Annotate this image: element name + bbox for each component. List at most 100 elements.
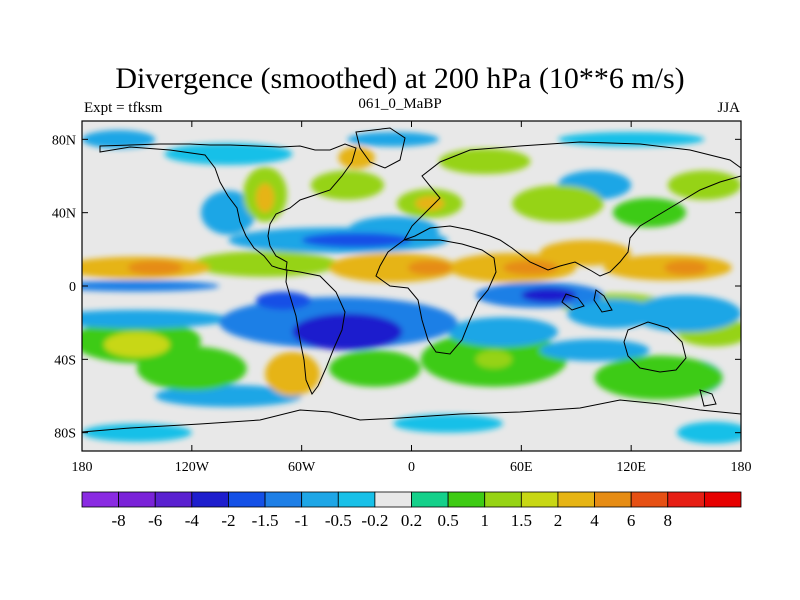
divergence-blob-27 bbox=[512, 185, 604, 222]
colorbar-swatch-7 bbox=[337, 491, 376, 508]
colorbar-swatch-11 bbox=[484, 491, 522, 508]
colorbar-label-5: -1 bbox=[295, 511, 309, 530]
africa-coastline bbox=[375, 239, 497, 355]
divergence-blob-28 bbox=[612, 198, 687, 228]
colorbar-label-1: -6 bbox=[148, 511, 162, 530]
divergence-blob-49 bbox=[155, 385, 302, 407]
experiment-label: Expt = tfksm bbox=[84, 100, 163, 116]
australia-coastline bbox=[623, 321, 687, 373]
colorbar-label-7: -0.2 bbox=[361, 511, 388, 530]
divergence-blob-33 bbox=[557, 132, 705, 147]
divergence-blob-7 bbox=[539, 240, 632, 266]
colorbar: -8 -6 -4 -2 -1.5 -1 -0.5 -0.2 0.2 0.5 1 1.5 2 4 6 8 bbox=[81, 491, 742, 530]
x-tick-label-1: 120W bbox=[175, 460, 210, 475]
colorbar-label-11: 1.5 bbox=[511, 511, 532, 530]
colorbar-label-14: 6 bbox=[627, 511, 636, 530]
divergence-blob-1 bbox=[127, 260, 183, 275]
colorbar-swatch-17 bbox=[703, 491, 742, 508]
divergence-blob-9 bbox=[664, 260, 709, 275]
divergence-blob-6 bbox=[503, 260, 558, 275]
colorbar-label-4: -1.5 bbox=[252, 511, 279, 530]
divergence-blob-50 bbox=[539, 339, 650, 362]
colorbar-label-0: -8 bbox=[112, 511, 126, 530]
island-3 bbox=[699, 389, 717, 407]
colorbar-label-6: -0.5 bbox=[325, 511, 352, 530]
divergence-blob-31 bbox=[164, 143, 293, 165]
colorbar-label-13: 4 bbox=[590, 511, 599, 530]
chart-title: Divergence (smoothed) at 200 hPa (10**6 … bbox=[115, 62, 685, 95]
divergence-blob-54 bbox=[393, 414, 504, 433]
x-tick-label-3: 0 bbox=[408, 460, 415, 475]
divergence-blob-34 bbox=[200, 190, 256, 235]
divergence-blob-23 bbox=[338, 146, 375, 169]
colorbar-label-12: 2 bbox=[554, 511, 563, 530]
divergence-blob-3 bbox=[329, 252, 458, 283]
divergence-blob-2 bbox=[191, 251, 339, 277]
y-axis: 80N 40N 0 40S 80S bbox=[52, 133, 741, 442]
divergence-blob-47 bbox=[631, 295, 741, 332]
divergence-blob-52 bbox=[82, 423, 192, 442]
colorbar-swatch-3 bbox=[191, 491, 229, 508]
colorbar-swatch-14 bbox=[594, 491, 632, 508]
divergence-blob-48 bbox=[448, 317, 558, 347]
colorbar-swatch-2 bbox=[154, 491, 193, 508]
divergence-blob-22 bbox=[310, 170, 385, 200]
colorbar-swatch-16 bbox=[667, 491, 705, 508]
colorbar-swatch-6 bbox=[301, 491, 339, 508]
divergence-blob-21 bbox=[255, 183, 275, 213]
colorbar-label-10: 1 bbox=[480, 511, 489, 530]
colorbar-label-9: 0.5 bbox=[437, 511, 458, 530]
divergence-blob-16 bbox=[475, 350, 513, 369]
greenland-coastline bbox=[355, 127, 406, 169]
season-label: JJA bbox=[717, 100, 740, 116]
divergence-blob-13 bbox=[265, 352, 320, 396]
antarctica-coastline bbox=[82, 399, 741, 433]
south-america-coastline bbox=[285, 269, 346, 395]
colorbar-swatch-13 bbox=[557, 491, 595, 508]
colorbar-swatch-0 bbox=[81, 491, 120, 508]
y-tick-label-4: 80S bbox=[54, 427, 76, 442]
y-tick-label-3: 40S bbox=[54, 353, 76, 368]
divergence-blob-45 bbox=[521, 287, 577, 303]
divergence-blob-32 bbox=[347, 132, 439, 147]
x-axis: 180 120W 60W 0 60E 120E 180 bbox=[72, 121, 752, 475]
colorbar-label-2: -4 bbox=[185, 511, 200, 530]
x-tick-label-6: 180 bbox=[731, 460, 752, 475]
divergence-blob-25 bbox=[415, 196, 445, 211]
divergence-blob-40 bbox=[82, 309, 229, 329]
x-tick-label-4: 60E bbox=[510, 460, 533, 475]
x-tick-label-0: 180 bbox=[72, 460, 93, 475]
colorbar-swatch-9 bbox=[411, 491, 449, 508]
divergence-blob-30 bbox=[82, 130, 156, 149]
colorbar-swatch-1 bbox=[118, 491, 156, 508]
divergence-blob-53 bbox=[676, 421, 741, 444]
divergence-blob-43 bbox=[255, 291, 311, 310]
colorbar-swatch-10 bbox=[447, 491, 486, 508]
divergence-blob-42 bbox=[292, 313, 403, 351]
colorbar-swatch-4 bbox=[228, 491, 266, 508]
divergence-blob-26 bbox=[438, 148, 531, 175]
colorbar-label-3: -2 bbox=[221, 511, 235, 530]
y-tick-label-0: 80N bbox=[52, 133, 76, 148]
colorbar-label-8: 0.2 bbox=[401, 511, 422, 530]
divergence-blob-17 bbox=[594, 355, 723, 400]
chart-subtitle: 061_0_MaBP bbox=[358, 96, 442, 112]
coastlines bbox=[82, 127, 741, 433]
x-tick-label-2: 60W bbox=[288, 460, 316, 475]
y-tick-label-2: 0 bbox=[69, 280, 76, 295]
divergence-blob-29 bbox=[667, 170, 741, 200]
island-1 bbox=[561, 293, 585, 311]
colorbar-swatch-5 bbox=[264, 491, 303, 508]
divergence-blob-46 bbox=[567, 298, 659, 329]
colorbar-label-15: 8 bbox=[664, 511, 673, 530]
colorbar-swatch-15 bbox=[630, 491, 669, 508]
divergence-blob-11 bbox=[103, 331, 170, 358]
eurasia-coastline bbox=[402, 141, 741, 277]
divergence-field bbox=[82, 130, 741, 444]
colorbar-swatch-8 bbox=[374, 491, 412, 508]
island-2 bbox=[593, 289, 613, 313]
north-america-coastline bbox=[99, 143, 357, 271]
divergence-blob-38 bbox=[301, 232, 412, 248]
colorbar-swatch-12 bbox=[520, 491, 559, 508]
